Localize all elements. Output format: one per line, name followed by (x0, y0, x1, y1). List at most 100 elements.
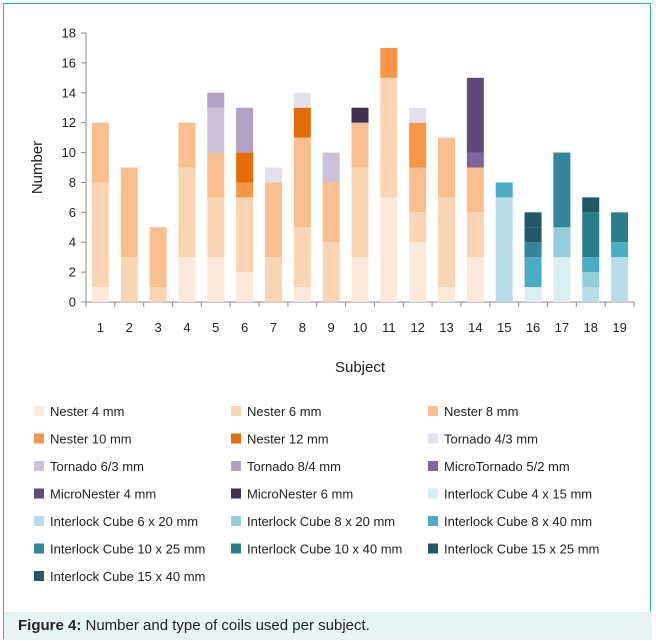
legend-swatch (231, 461, 241, 471)
bar-segment (207, 107, 225, 153)
legend-swatch (428, 488, 438, 499)
y-tick-label: 2 (69, 265, 76, 280)
legend-label: Interlock Cube 15 x 25 mm (444, 542, 599, 557)
x-tick-label: 8 (299, 320, 306, 335)
y-axis-title: Number (29, 141, 46, 194)
x-tick-label: 18 (584, 320, 598, 335)
bar-segment (409, 107, 427, 123)
legend-swatch (428, 433, 438, 444)
x-tick-label: 17 (555, 320, 569, 335)
bar-segment (207, 92, 225, 108)
bar-segment (438, 137, 456, 198)
x-tick-label: 1 (97, 320, 104, 335)
bar-segment (466, 167, 484, 213)
figure-frame: 0 2 4 6 8 10 12 14 16 18 1 2 3 4 5 6 7 8 9 10 11 12 13 14 15 16 17… (3, 3, 652, 640)
legend-label: Interlock Cube 6 x 20 mm (50, 514, 198, 529)
legend-swatch (231, 516, 241, 526)
bar-segment (582, 212, 600, 258)
legend-label: Nester 8 mm (444, 404, 518, 419)
y-tick-label: 4 (69, 235, 76, 250)
x-tick-label: 9 (328, 320, 335, 335)
x-tick-label: 19 (612, 320, 626, 335)
x-tick-label: 13 (439, 320, 453, 335)
y-tick-label: 18 (62, 26, 76, 41)
bar-segment (582, 197, 600, 213)
legend-swatch (231, 488, 241, 499)
bar-segment (351, 122, 369, 168)
x-tick-label: 11 (382, 320, 396, 335)
bar-segment (438, 197, 456, 288)
bar-segment (466, 212, 484, 258)
legend-label: MicroTornado 5/2 mm (444, 459, 570, 474)
bar-segment (409, 212, 427, 243)
bar-segment (380, 197, 398, 302)
x-tick-label: 14 (468, 320, 482, 335)
legend-swatch (34, 543, 44, 554)
bar-segment (207, 257, 225, 302)
bar-segment (409, 122, 427, 168)
bar-segment (293, 227, 311, 288)
bar-segment (495, 197, 513, 302)
bar-segment (178, 257, 196, 302)
bar-segment (582, 272, 600, 288)
legend-swatch (428, 516, 438, 526)
x-tick-label: 2 (126, 320, 133, 335)
bar-segment (236, 272, 254, 302)
legend-label: Tornado 4/3 mm (444, 432, 538, 447)
y-tick-label: 10 (62, 145, 76, 160)
bar-segment (582, 257, 600, 273)
bar-segment (91, 122, 109, 183)
bar-segment (438, 287, 456, 302)
bar-segment (611, 257, 629, 302)
bar-segment (207, 152, 225, 198)
legend-swatch (34, 571, 44, 581)
bar-segment (264, 257, 282, 302)
legend-label: Interlock Cube 8 x 20 mm (247, 514, 395, 529)
bar-segment (149, 287, 167, 302)
x-tick-label: 15 (497, 320, 511, 335)
bar-segment (91, 287, 109, 302)
bar-segment (322, 242, 340, 302)
caption-text: Number and type of coils used per subjec… (81, 617, 370, 634)
y-tick-label: 6 (69, 205, 76, 220)
caption-label: Figure 4: (18, 617, 82, 634)
bar-segment (293, 107, 311, 138)
bar-segment (178, 122, 196, 168)
bar-segment (524, 257, 542, 288)
legend-swatch (34, 516, 44, 526)
y-tick-label: 16 (62, 55, 76, 70)
bar-segment (466, 257, 484, 302)
bar-segment (380, 77, 398, 198)
bar-segment (120, 167, 138, 258)
bar-segment (524, 242, 542, 258)
legend-label: Nester 12 mm (247, 432, 329, 447)
bar-segment (495, 182, 513, 198)
bar-segment (293, 137, 311, 228)
bar-segment (322, 152, 340, 183)
legend-swatch (231, 433, 241, 444)
x-tick-label: 12 (410, 320, 424, 335)
bar-segment (611, 242, 629, 258)
bar-segment (524, 212, 542, 228)
x-tick-label: 16 (526, 320, 540, 335)
legend-label: Interlock Cube 15 x 40 mm (50, 569, 205, 584)
legend-swatch (231, 543, 241, 554)
legend-label: MicroNester 6 mm (247, 487, 353, 502)
y-tick-label: 8 (69, 175, 76, 190)
bar-segment (409, 167, 427, 213)
bar-segment (91, 182, 109, 288)
bar-segment (264, 182, 282, 258)
y-tick-label: 0 (69, 295, 76, 310)
bar-segment (380, 47, 398, 78)
bar-segment (236, 107, 254, 153)
bar-segment (293, 92, 311, 108)
bar-segment (466, 152, 484, 168)
legend-label: Interlock Cube 10 x 40 mm (247, 542, 402, 557)
bar-segment (553, 227, 571, 258)
legend-label: Interlock Cube 10 x 25 mm (50, 542, 205, 557)
bar-segment (553, 152, 571, 228)
figure-caption: Figure 4: Number and type of coils used … (4, 612, 652, 640)
x-tick-label: 3 (154, 320, 161, 335)
bar-segment (264, 167, 282, 183)
